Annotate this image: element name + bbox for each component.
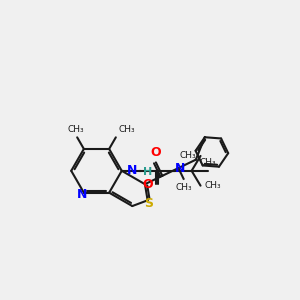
Text: O: O — [151, 146, 161, 159]
Text: CH₃: CH₃ — [119, 125, 135, 134]
Text: CH₃: CH₃ — [68, 125, 84, 134]
Text: CH₃: CH₃ — [175, 183, 192, 192]
Text: CH₃: CH₃ — [204, 181, 221, 190]
Text: O: O — [142, 178, 153, 191]
Text: N: N — [127, 164, 137, 177]
Text: N: N — [77, 188, 88, 201]
Text: CH₃: CH₃ — [200, 158, 216, 167]
Text: H: H — [143, 167, 152, 177]
Text: CH₃: CH₃ — [179, 152, 196, 160]
Text: N: N — [175, 162, 185, 175]
Text: S: S — [145, 197, 154, 210]
